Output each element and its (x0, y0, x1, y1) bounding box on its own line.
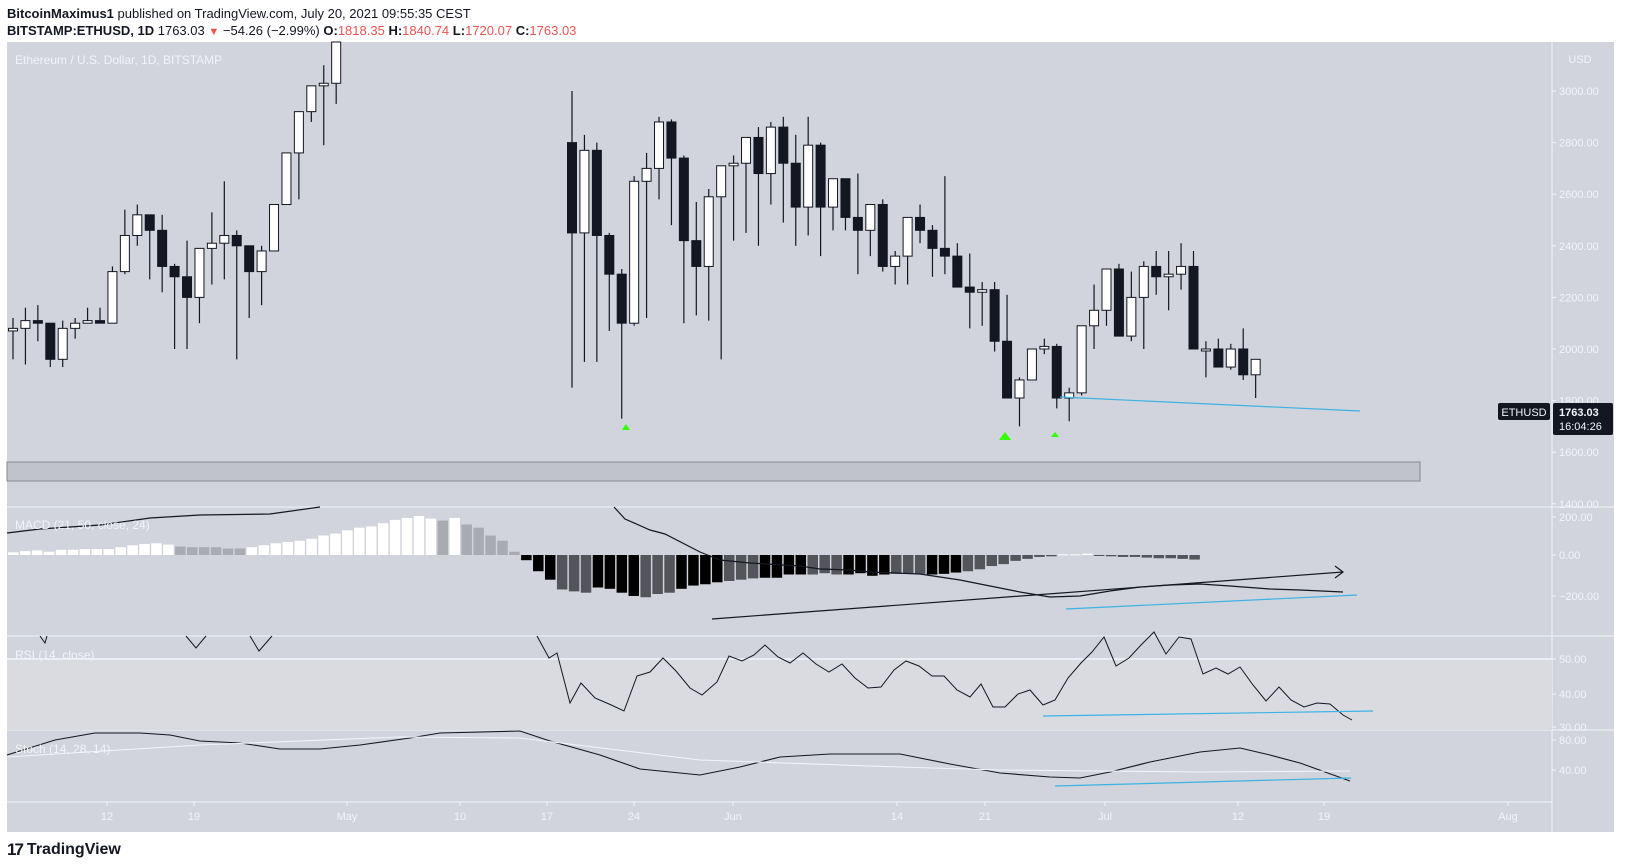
high-value: 1840.74 (402, 23, 450, 38)
published-text: published on TradingView.com, July 20, 2… (117, 6, 471, 21)
svg-text:40.00: 40.00 (1559, 765, 1587, 777)
time-axis[interactable] (7, 802, 1614, 832)
macd-series (8, 516, 1200, 598)
svg-text:May: May (337, 811, 358, 823)
svg-text:2600.00: 2600.00 (1559, 189, 1599, 201)
high-label: H: (388, 23, 403, 38)
rsi-band (7, 658, 1552, 730)
stoch-trendline[interactable] (1054, 777, 1352, 787)
last-price-tag-value: 1763.03 (1559, 407, 1599, 419)
macd-title: MACD (21, 50, close, 24) (15, 518, 150, 532)
svg-text:17: 17 (541, 811, 553, 823)
tradingview-logo-icon: 17 (7, 840, 24, 859)
support-zone[interactable] (6, 461, 1421, 482)
svg-text:80.00: 80.00 (1559, 735, 1587, 747)
svg-text:2400.00: 2400.00 (1559, 241, 1599, 253)
svg-text:19: 19 (1318, 811, 1330, 823)
arrow-head-icon (1334, 565, 1344, 579)
countdown-timer: 16:04:26 (1559, 421, 1602, 433)
author: BitcoinMaximus1 (7, 6, 114, 21)
price-change: −54.26 (−2.99%) (222, 23, 320, 38)
close-label: C: (515, 23, 530, 38)
close-value: 1763.03 (529, 23, 577, 38)
svg-text:14: 14 (891, 811, 903, 823)
brand-name: TradingView (26, 841, 121, 858)
svg-text:24: 24 (628, 811, 640, 823)
svg-text:12: 12 (101, 811, 113, 823)
currency-label: USD (1568, 54, 1591, 66)
macd-black-trendline[interactable] (711, 571, 1344, 620)
svg-text:Jul: Jul (1098, 811, 1112, 823)
macd-blue-trendline[interactable] (1065, 594, 1358, 610)
svg-text:1600.00: 1600.00 (1559, 447, 1599, 459)
svg-text:40.00: 40.00 (1559, 689, 1587, 701)
rsi-title: RSI (14, close) (15, 648, 94, 662)
candlestick-series (8, 41, 1261, 427)
open-label: O: (323, 23, 338, 38)
svg-text:21: 21 (979, 811, 991, 823)
svg-text:0.00: 0.00 (1559, 550, 1580, 562)
low-label: L: (452, 23, 466, 38)
svg-text:Aug: Aug (1498, 811, 1518, 823)
svg-text:50.00: 50.00 (1559, 654, 1587, 666)
low-value: 1720.07 (465, 23, 513, 38)
publish-info: BitcoinMaximus1 published on TradingView… (7, 6, 471, 21)
svg-text:2200.00: 2200.00 (1559, 292, 1599, 304)
price-ticks: 3000.00 2800.00 2600.00 2400.00 2200.00 2000.… (1552, 86, 1599, 777)
symbol-info: BITSTAMP:ETHUSD, 1D 1763.03 ▼ −54.26 (−2… (7, 23, 576, 38)
svg-text:30.00: 30.00 (1559, 722, 1587, 734)
svg-text:10: 10 (454, 811, 466, 823)
symbol-tag-text: ETHUSD (1501, 407, 1546, 419)
rsi-trendline[interactable] (1042, 710, 1374, 717)
svg-text:1400.00: 1400.00 (1559, 499, 1599, 511)
svg-text:200.00: 200.00 (1559, 512, 1593, 524)
main-pane-title: Ethereum / U.S. Dollar, 1D, BITSTAMP (15, 53, 222, 67)
indicator-lines (6, 506, 1353, 782)
price-trendline[interactable] (1059, 396, 1361, 412)
symbol-tag (1498, 403, 1550, 420)
last-price: 1763.03 (157, 23, 205, 38)
bullish-marker-icon (622, 424, 630, 430)
open-value: 1818.35 (337, 23, 385, 38)
svg-text:−200.00: −200.00 (1559, 591, 1599, 603)
svg-text:2000.00: 2000.00 (1559, 344, 1599, 356)
stoch-title: Stoch (14, 28, 14) (15, 742, 110, 756)
bullish-marker-icon (999, 432, 1011, 440)
svg-text:3000.00: 3000.00 (1559, 86, 1599, 98)
time-ticks: 12 19 May 10 17 24 Jun 14 21 Jul 12 19 Aug (101, 802, 1518, 823)
svg-text:2800.00: 2800.00 (1559, 138, 1599, 150)
svg-text:19: 19 (188, 811, 200, 823)
bullish-marker-icon (1051, 432, 1059, 437)
svg-text:Jun: Jun (724, 811, 742, 823)
down-arrow-icon: ▼ (208, 26, 220, 38)
last-price-tag (1553, 403, 1613, 435)
svg-text:12: 12 (1232, 811, 1244, 823)
tradingview-logo[interactable]: 17 TradingView (7, 840, 121, 860)
symbol-label: BITSTAMP:ETHUSD, 1D (7, 23, 155, 38)
